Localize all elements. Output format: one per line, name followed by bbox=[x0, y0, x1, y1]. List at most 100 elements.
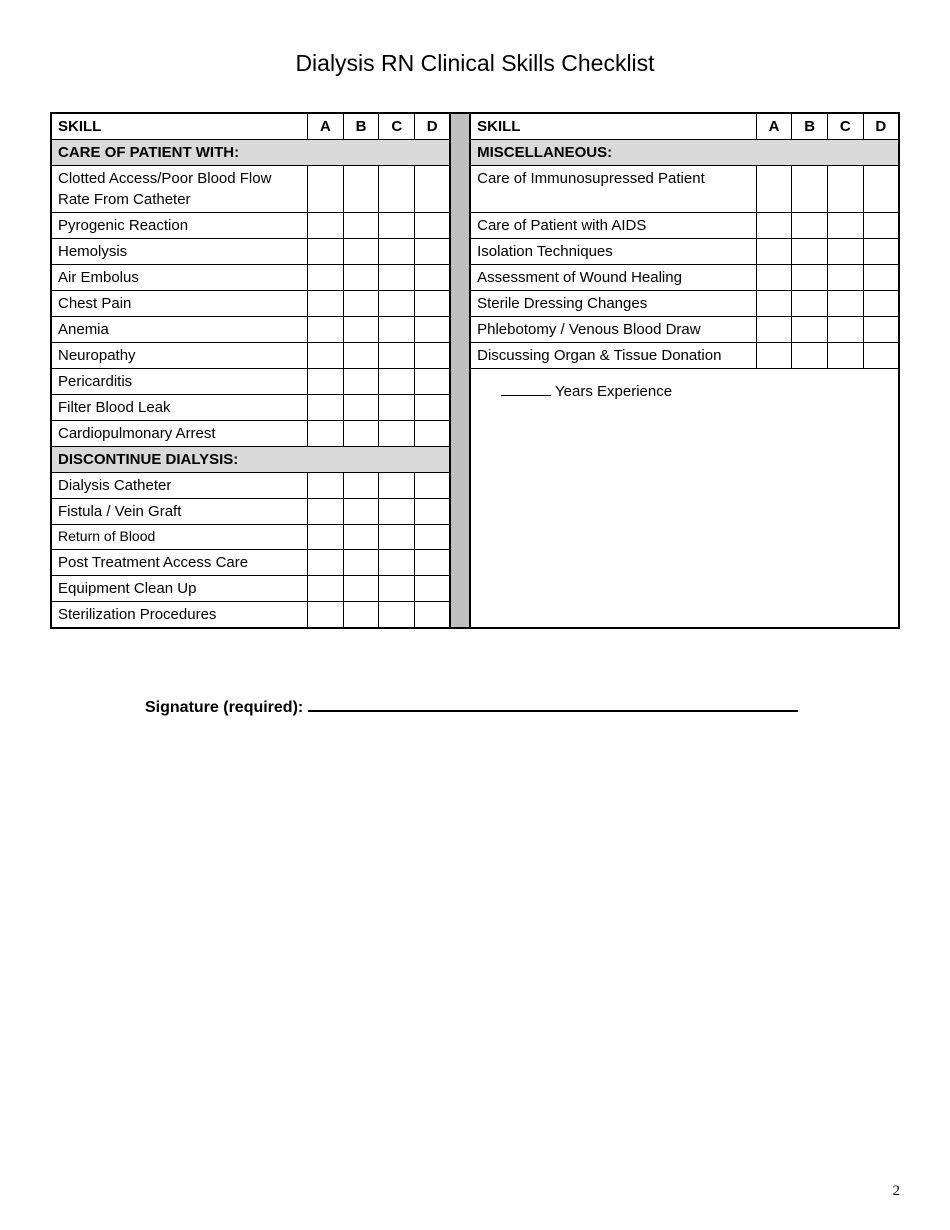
checkbox-cell[interactable] bbox=[343, 291, 379, 317]
checkbox-cell[interactable] bbox=[756, 239, 792, 265]
checkbox-cell[interactable] bbox=[379, 213, 415, 239]
checkbox-cell[interactable] bbox=[379, 601, 415, 628]
checkbox-cell[interactable] bbox=[828, 213, 864, 239]
checkbox-cell[interactable] bbox=[756, 291, 792, 317]
checkbox-cell[interactable] bbox=[379, 473, 415, 499]
checkbox-cell[interactable] bbox=[863, 317, 899, 343]
checkbox-cell[interactable] bbox=[828, 166, 864, 213]
checkbox-cell[interactable] bbox=[415, 395, 451, 421]
skill-label: Anemia bbox=[51, 317, 308, 343]
checkbox-cell[interactable] bbox=[415, 421, 451, 447]
checkbox-cell[interactable] bbox=[343, 575, 379, 601]
checkbox-cell[interactable] bbox=[343, 213, 379, 239]
checkbox-cell[interactable] bbox=[828, 265, 864, 291]
checkbox-cell[interactable] bbox=[308, 291, 344, 317]
checkbox-cell[interactable] bbox=[308, 473, 344, 499]
checkbox-cell[interactable] bbox=[863, 166, 899, 213]
checkbox-cell[interactable] bbox=[343, 343, 379, 369]
checkbox-cell[interactable] bbox=[828, 291, 864, 317]
checkbox-cell[interactable] bbox=[308, 395, 344, 421]
checkbox-cell[interactable] bbox=[343, 525, 379, 550]
checkbox-cell[interactable] bbox=[415, 575, 451, 601]
checkbox-cell[interactable] bbox=[415, 166, 451, 213]
checkbox-cell[interactable] bbox=[756, 265, 792, 291]
checkbox-cell[interactable] bbox=[379, 525, 415, 550]
checkbox-cell[interactable] bbox=[308, 265, 344, 291]
checkbox-cell[interactable] bbox=[415, 601, 451, 628]
checkbox-cell[interactable] bbox=[415, 549, 451, 575]
left-table: SKILL A B C D SKILL A B C D CARE OF PATI… bbox=[50, 112, 900, 629]
checkbox-cell[interactable] bbox=[415, 473, 451, 499]
checkbox-cell[interactable] bbox=[415, 213, 451, 239]
checkbox-cell[interactable] bbox=[792, 265, 828, 291]
checkbox-cell[interactable] bbox=[828, 317, 864, 343]
checkbox-cell[interactable] bbox=[415, 343, 451, 369]
checkbox-cell[interactable] bbox=[379, 343, 415, 369]
checkbox-cell[interactable] bbox=[379, 499, 415, 525]
checkbox-cell[interactable] bbox=[379, 291, 415, 317]
checkbox-cell[interactable] bbox=[379, 395, 415, 421]
signature-input-line[interactable] bbox=[308, 710, 798, 712]
checkbox-cell[interactable] bbox=[792, 291, 828, 317]
checkbox-cell[interactable] bbox=[415, 369, 451, 395]
checkbox-cell[interactable] bbox=[343, 369, 379, 395]
checkbox-cell[interactable] bbox=[828, 343, 864, 369]
checkbox-cell[interactable] bbox=[792, 239, 828, 265]
checkbox-cell[interactable] bbox=[379, 317, 415, 343]
checkbox-cell[interactable] bbox=[308, 601, 344, 628]
checkbox-cell[interactable] bbox=[415, 239, 451, 265]
checkbox-cell[interactable] bbox=[379, 265, 415, 291]
checkbox-cell[interactable] bbox=[308, 239, 344, 265]
checkbox-cell[interactable] bbox=[343, 499, 379, 525]
checkbox-cell[interactable] bbox=[379, 369, 415, 395]
checkbox-cell[interactable] bbox=[379, 421, 415, 447]
checkbox-cell[interactable] bbox=[343, 549, 379, 575]
skill-label: Chest Pain bbox=[51, 291, 308, 317]
checkbox-cell[interactable] bbox=[415, 317, 451, 343]
checkbox-cell[interactable] bbox=[792, 343, 828, 369]
table-row: Pericarditis Years Experience bbox=[51, 369, 899, 395]
checkbox-cell[interactable] bbox=[379, 549, 415, 575]
checkbox-cell[interactable] bbox=[828, 239, 864, 265]
header-col-a-right: A bbox=[756, 113, 792, 140]
checkbox-cell[interactable] bbox=[415, 525, 451, 550]
checkbox-cell[interactable] bbox=[792, 317, 828, 343]
checkbox-cell[interactable] bbox=[343, 265, 379, 291]
checkbox-cell[interactable] bbox=[756, 166, 792, 213]
checkbox-cell[interactable] bbox=[343, 395, 379, 421]
checkbox-cell[interactable] bbox=[379, 166, 415, 213]
checkbox-cell[interactable] bbox=[343, 166, 379, 213]
checkbox-cell[interactable] bbox=[308, 549, 344, 575]
checkbox-cell[interactable] bbox=[863, 343, 899, 369]
checkbox-cell[interactable] bbox=[343, 421, 379, 447]
checkbox-cell[interactable] bbox=[756, 213, 792, 239]
checkbox-cell[interactable] bbox=[308, 575, 344, 601]
checkbox-cell[interactable] bbox=[863, 291, 899, 317]
years-input-line[interactable] bbox=[501, 395, 551, 396]
checkbox-cell[interactable] bbox=[308, 343, 344, 369]
checkbox-cell[interactable] bbox=[308, 317, 344, 343]
checkbox-cell[interactable] bbox=[415, 291, 451, 317]
checkbox-cell[interactable] bbox=[343, 473, 379, 499]
checkbox-cell[interactable] bbox=[792, 213, 828, 239]
checkbox-cell[interactable] bbox=[308, 499, 344, 525]
checkbox-cell[interactable] bbox=[415, 265, 451, 291]
checkbox-cell[interactable] bbox=[343, 317, 379, 343]
table-row: Chest Pain Sterile Dressing Changes bbox=[51, 291, 899, 317]
checkbox-cell[interactable] bbox=[792, 166, 828, 213]
checkbox-cell[interactable] bbox=[863, 213, 899, 239]
checkbox-cell[interactable] bbox=[343, 239, 379, 265]
checkbox-cell[interactable] bbox=[379, 575, 415, 601]
checkbox-cell[interactable] bbox=[863, 265, 899, 291]
checkbox-cell[interactable] bbox=[415, 499, 451, 525]
checkbox-cell[interactable] bbox=[308, 525, 344, 550]
checkbox-cell[interactable] bbox=[308, 213, 344, 239]
checkbox-cell[interactable] bbox=[756, 343, 792, 369]
checkbox-cell[interactable] bbox=[863, 239, 899, 265]
checkbox-cell[interactable] bbox=[343, 601, 379, 628]
checkbox-cell[interactable] bbox=[308, 421, 344, 447]
checkbox-cell[interactable] bbox=[308, 369, 344, 395]
checkbox-cell[interactable] bbox=[379, 239, 415, 265]
checkbox-cell[interactable] bbox=[756, 317, 792, 343]
checkbox-cell[interactable] bbox=[308, 166, 344, 213]
